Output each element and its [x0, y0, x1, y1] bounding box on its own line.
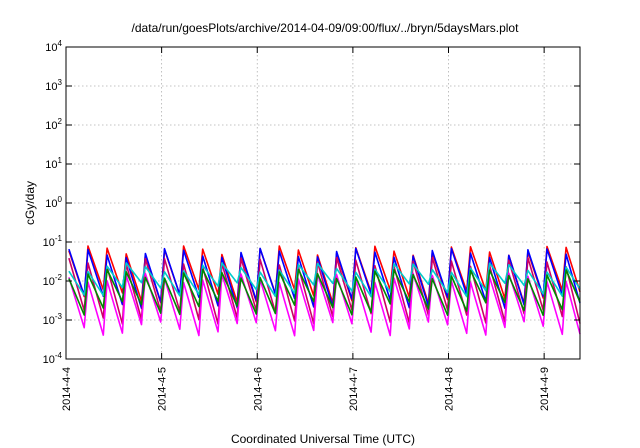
y-tick-label: 10-3 [43, 312, 63, 327]
x-axis-label: Coordinated Universal Time (UTC) [231, 432, 415, 446]
x-tick-label: 2014-4-7 [348, 367, 360, 411]
y-axis: 10-4 10-3 10-2 10-1 100 101 102 103 104 [43, 39, 580, 366]
y-tick-label: 10-1 [43, 234, 63, 249]
y-tick-label: 101 [45, 156, 62, 171]
x-tick-label: 2014-4-9 [539, 367, 551, 411]
y-axis-label: cGy/day [23, 181, 37, 225]
y-tick-label: 102 [45, 117, 62, 132]
x-tick-label: 2014-4-6 [252, 367, 264, 411]
x-tick-label: 2014-4-4 [61, 367, 73, 411]
y-tick-label: 10-4 [43, 351, 63, 366]
chart-title: /data/run/goesPlots/archive/2014-04-09/0… [132, 21, 520, 35]
data-series-line [68, 272, 581, 337]
y-tick-label: 103 [45, 78, 62, 93]
y-tick-label: 104 [45, 39, 62, 54]
data-series [68, 245, 581, 337]
x-axis: 2014-4-4 2014-4-5 2014-4-6 2014-4-7 2014-4-8… [61, 47, 551, 411]
data-series-line [68, 262, 581, 298]
x-tick-label: 2014-4-8 [444, 367, 456, 411]
y-tick-label: 10-2 [43, 273, 63, 288]
x-tick-label: 2014-4-5 [157, 367, 169, 411]
y-tick-label: 100 [45, 195, 62, 210]
data-series-line [68, 268, 581, 317]
